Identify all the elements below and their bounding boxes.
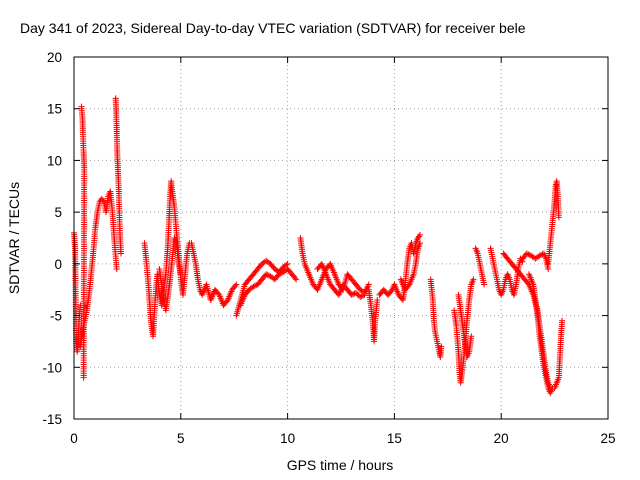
data-point [292,275,299,282]
data-point [417,231,424,238]
chart-title: Day 341 of 2023, Sidereal Day-to-day VTE… [20,20,526,36]
data-point [352,289,359,296]
x-tick-label: 10 [280,431,295,446]
data-point [233,281,240,288]
data-point [525,251,532,258]
data-point [555,214,562,221]
y-tick-label: -15 [42,412,62,427]
data-point [276,271,283,278]
x-axis-label: GPS time / hours [287,457,394,473]
data-point [250,283,257,290]
data-point [284,260,291,267]
x-tick-label: 5 [177,431,185,446]
data-point [80,374,87,381]
data-point [417,240,424,247]
data-point [264,271,271,278]
data-point [438,343,445,350]
data-point [251,282,258,289]
y-tick-label: 0 [54,257,62,272]
x-tick-label: 15 [387,431,402,446]
data-point [113,266,120,273]
data-point [215,290,222,297]
data-point [283,261,290,268]
data-point [481,281,488,288]
y-tick-label: 10 [47,153,62,168]
data-point [523,250,530,257]
data-point [277,270,284,277]
x-tick-label: 20 [494,431,509,446]
data-point [348,291,355,298]
y-tick-label: -10 [42,360,62,375]
data-point [354,291,361,298]
y-tick-label: 20 [47,50,62,65]
data-point [117,250,124,257]
plot-frame [73,56,609,420]
data-point [361,291,368,298]
axis-ticks: 0 5 10 15 20 25 -15 -10 -5 0 5 10 15 20 [42,50,615,446]
x-tick-label: 25 [600,431,615,446]
data-point [351,290,358,297]
data-point [388,288,395,295]
data-point [177,271,184,278]
data-point [357,293,364,300]
x-tick-label: 0 [70,431,78,446]
data-point [223,298,230,305]
data-point [263,271,270,278]
data-point [470,276,477,283]
data-point [545,266,552,273]
data-point [293,276,300,283]
y-axis-label: SDTVAR / TECUs [6,182,22,294]
y-tick-label: 15 [47,102,62,117]
data-point [468,333,475,340]
data-point [559,317,566,324]
y-tick-label: -5 [50,309,62,324]
data-point [365,281,372,288]
data-points [71,95,566,397]
data-point [232,282,239,289]
data-point [358,293,365,300]
data-point [405,282,412,289]
y-tick-label: 5 [54,205,62,220]
data-point [374,297,381,304]
data-point [360,292,367,299]
